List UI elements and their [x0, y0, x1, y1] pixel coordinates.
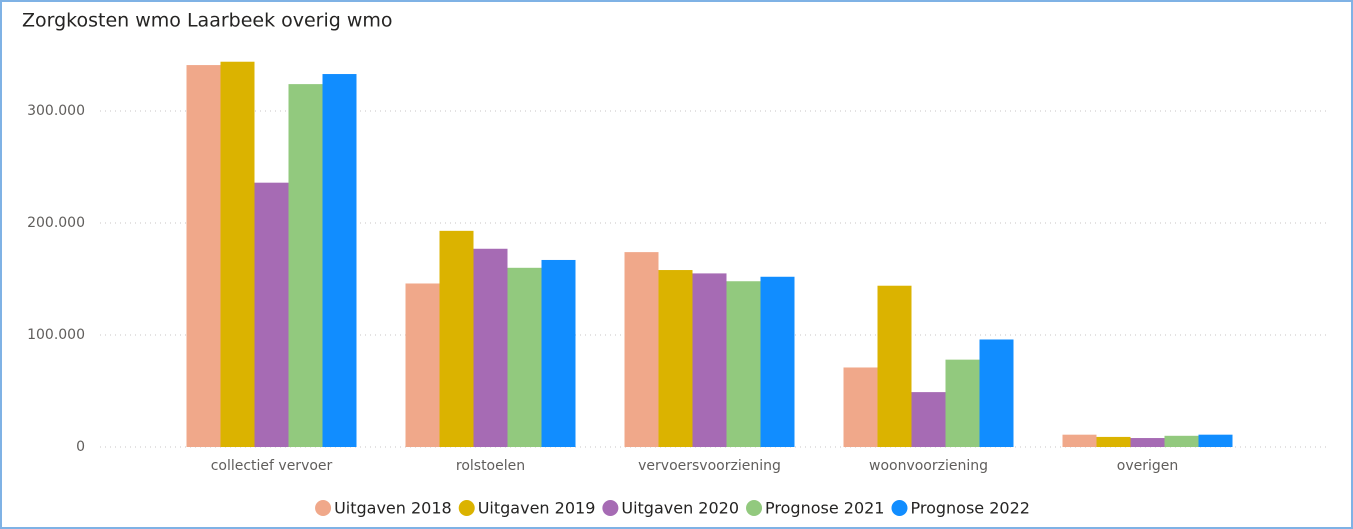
bar — [979, 339, 1014, 447]
legend-marker — [746, 500, 763, 516]
bar — [877, 285, 912, 447]
bar — [843, 367, 878, 447]
bar — [186, 65, 221, 447]
bar — [1164, 435, 1199, 447]
bar — [760, 276, 795, 447]
legend-marker — [602, 500, 619, 516]
chart-title: Zorgkosten wmo Laarbeek overig wmo — [22, 10, 393, 32]
y-tick-label: 0 — [76, 439, 85, 455]
bar — [507, 267, 542, 447]
bar — [1096, 436, 1131, 447]
legend-label: Uitgaven 2019 — [478, 499, 596, 518]
x-tick-label: collectief vervoer — [211, 458, 333, 474]
bar — [1130, 438, 1165, 447]
bar — [541, 259, 576, 447]
x-tick-label: rolstoelen — [456, 458, 525, 474]
bar — [726, 281, 761, 447]
bar — [624, 252, 659, 447]
bar — [911, 392, 946, 447]
bar — [254, 182, 289, 447]
bar — [692, 273, 727, 447]
bar — [439, 230, 474, 447]
bar — [1062, 434, 1097, 447]
y-tick-label: 200.000 — [27, 215, 85, 231]
bar — [1198, 434, 1233, 447]
y-tick-label: 100.000 — [27, 327, 85, 343]
bar — [473, 248, 508, 447]
x-tick-label: vervoersvoorziening — [638, 458, 781, 474]
y-tick-label: 300.000 — [27, 103, 85, 119]
legend-label: Uitgaven 2020 — [621, 499, 739, 518]
bar — [288, 84, 323, 448]
bar — [220, 61, 255, 447]
bar — [405, 283, 440, 447]
x-tick-label: overigen — [1117, 458, 1178, 474]
legend-label: Prognose 2022 — [910, 499, 1029, 518]
bar — [658, 270, 693, 447]
x-tick-label: woonvoorziening — [869, 458, 988, 474]
bar — [945, 359, 980, 447]
legend-marker — [458, 500, 475, 516]
legend-marker — [891, 500, 908, 516]
bar — [322, 74, 357, 447]
legend-marker — [315, 500, 332, 516]
legend-label: Prognose 2021 — [765, 499, 884, 518]
legend-label: Uitgaven 2018 — [334, 499, 452, 518]
